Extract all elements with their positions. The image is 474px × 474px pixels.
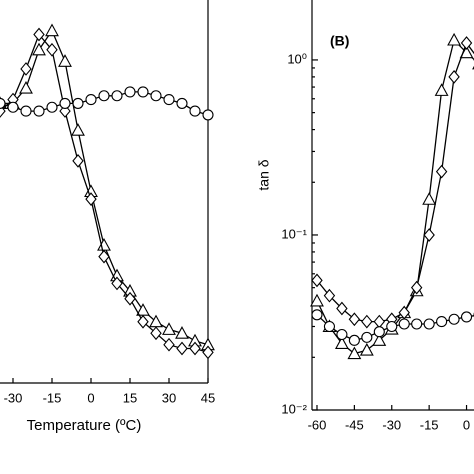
marker bbox=[422, 192, 437, 205]
x-tick-label: -15 bbox=[43, 390, 62, 405]
series-line bbox=[0, 33, 209, 354]
marker bbox=[448, 70, 460, 84]
y-tick-label: 10⁻¹ bbox=[281, 226, 307, 241]
x-tick-label: 0 bbox=[463, 417, 470, 432]
marker bbox=[411, 318, 423, 330]
marker bbox=[176, 341, 188, 356]
marker bbox=[436, 316, 448, 328]
marker bbox=[98, 249, 110, 264]
marker bbox=[150, 326, 162, 341]
marker bbox=[334, 336, 349, 350]
marker bbox=[435, 164, 448, 179]
marker bbox=[348, 334, 360, 346]
marker bbox=[359, 342, 374, 356]
marker bbox=[175, 326, 189, 339]
marker bbox=[336, 301, 348, 316]
marker bbox=[7, 101, 19, 113]
marker bbox=[20, 62, 32, 76]
marker bbox=[311, 309, 323, 321]
marker bbox=[202, 345, 214, 360]
marker bbox=[189, 105, 201, 117]
marker bbox=[189, 341, 201, 356]
marker bbox=[0, 97, 6, 109]
marker bbox=[323, 320, 335, 333]
annotation: (B) bbox=[330, 33, 349, 49]
marker bbox=[348, 312, 361, 327]
marker bbox=[373, 314, 386, 329]
marker bbox=[460, 36, 473, 50]
y-tick-label: 10⁻² bbox=[281, 401, 307, 416]
marker bbox=[423, 228, 435, 242]
marker bbox=[361, 331, 373, 343]
marker bbox=[111, 90, 123, 102]
y-axis-label: tan δ bbox=[256, 159, 272, 190]
marker bbox=[111, 276, 123, 291]
marker bbox=[71, 123, 85, 136]
marker bbox=[20, 105, 32, 117]
marker bbox=[373, 326, 385, 338]
marker bbox=[410, 280, 423, 295]
marker bbox=[32, 42, 46, 56]
marker bbox=[372, 333, 387, 346]
x-tick-label: 0 bbox=[87, 390, 94, 405]
marker bbox=[137, 314, 149, 329]
x-tick-label: -15 bbox=[420, 417, 439, 432]
marker bbox=[72, 154, 84, 168]
y-tick-label: 10⁰ bbox=[287, 51, 307, 66]
marker bbox=[434, 83, 449, 96]
x-tick-label: -30 bbox=[382, 417, 401, 432]
marker bbox=[310, 293, 324, 307]
series-line bbox=[0, 29, 209, 346]
marker bbox=[423, 318, 435, 330]
x-tick-label: 30 bbox=[162, 390, 176, 405]
marker bbox=[448, 313, 460, 325]
marker bbox=[137, 86, 149, 98]
marker bbox=[46, 101, 58, 113]
marker bbox=[460, 311, 473, 323]
marker bbox=[33, 105, 45, 117]
x-tick-label: -45 bbox=[345, 417, 364, 432]
marker bbox=[19, 80, 33, 94]
marker bbox=[85, 192, 97, 207]
marker bbox=[386, 320, 398, 333]
marker bbox=[163, 94, 175, 106]
marker bbox=[124, 86, 136, 98]
marker bbox=[59, 97, 71, 109]
marker bbox=[150, 90, 162, 102]
marker bbox=[46, 42, 58, 57]
marker bbox=[176, 97, 188, 109]
marker bbox=[336, 328, 348, 341]
marker bbox=[33, 27, 45, 42]
marker bbox=[45, 23, 59, 37]
marker bbox=[447, 32, 462, 46]
marker bbox=[398, 318, 410, 330]
x-tick-label: 45 bbox=[201, 390, 215, 405]
marker bbox=[124, 291, 136, 306]
marker bbox=[98, 90, 110, 102]
marker bbox=[202, 109, 214, 121]
marker bbox=[311, 273, 323, 288]
marker bbox=[58, 54, 72, 67]
x-axis-label: Temperature (ºC) bbox=[27, 417, 142, 434]
marker bbox=[85, 94, 97, 106]
marker bbox=[323, 288, 336, 303]
series-line bbox=[316, 41, 474, 323]
marker bbox=[347, 346, 362, 360]
marker bbox=[162, 322, 176, 335]
marker bbox=[72, 97, 84, 109]
x-tick-label: 15 bbox=[123, 390, 137, 405]
x-tick-label: -60 bbox=[308, 417, 327, 432]
marker bbox=[361, 314, 373, 329]
x-tick-label: -30 bbox=[4, 390, 23, 405]
marker bbox=[163, 337, 175, 352]
